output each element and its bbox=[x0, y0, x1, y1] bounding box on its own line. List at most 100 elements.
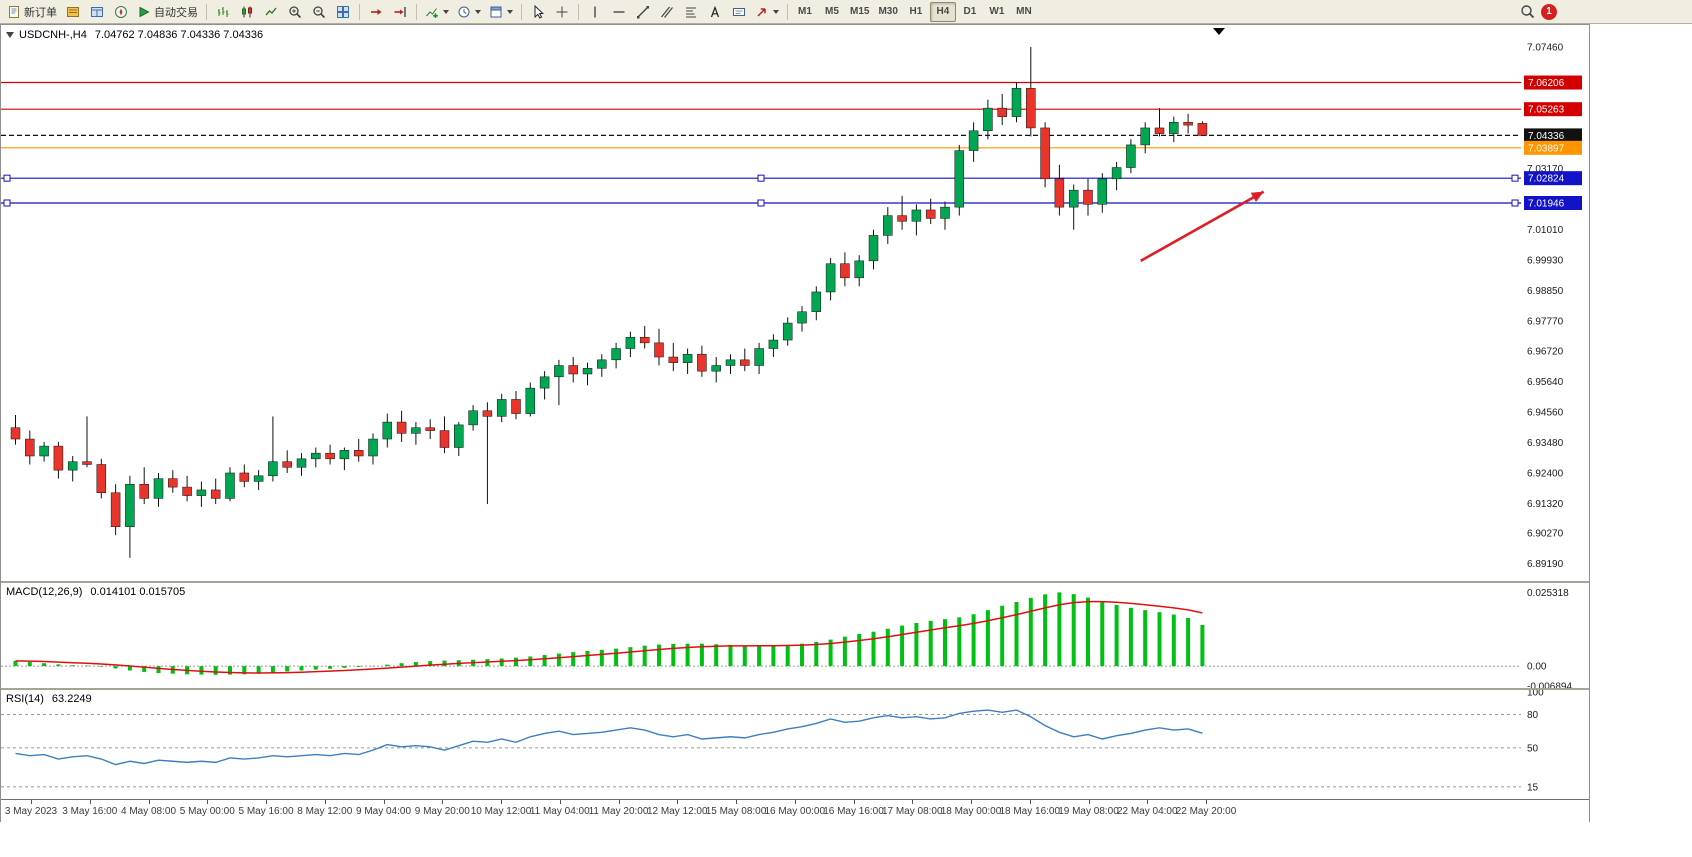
tile-windows-button[interactable] bbox=[331, 2, 355, 22]
indicators-dropdown[interactable] bbox=[421, 2, 453, 22]
dropdown-caret-icon bbox=[507, 9, 513, 14]
fibonacci-tool-button[interactable] bbox=[679, 2, 703, 22]
timeframe-m15[interactable]: M15 bbox=[850, 6, 870, 17]
rsi-label: RSI(14) 63.2249 bbox=[6, 693, 92, 705]
vertical-line-tool-button[interactable] bbox=[583, 2, 607, 22]
timeframe-m1[interactable]: M1 bbox=[798, 6, 812, 17]
cursor-tool-button[interactable] bbox=[526, 2, 550, 22]
timeframe-mn[interactable]: MN bbox=[1016, 6, 1032, 17]
notification-badge[interactable]: 1 bbox=[1541, 3, 1557, 20]
time-tick bbox=[559, 800, 561, 804]
line-chart-icon bbox=[265, 7, 277, 15]
symbol-period: USDCNH-,H4 bbox=[19, 29, 87, 41]
time-axis[interactable]: 3 May 2023 3 May 16:00 4 May 08:00 5 May 00… bbox=[1, 800, 1589, 822]
template-icon bbox=[490, 6, 502, 17]
chart-window[interactable]: 7.07460 7.03170 7.01010 6.99930 6.98850 6.977… bbox=[0, 24, 1590, 822]
vertical-line-icon bbox=[594, 6, 596, 17]
time-tick bbox=[207, 800, 209, 804]
timeframe-d1[interactable]: D1 bbox=[963, 6, 977, 17]
data-window-button[interactable] bbox=[85, 2, 109, 22]
time-label: 3 May 2023 bbox=[4, 806, 58, 817]
toolbar-separator bbox=[787, 3, 788, 20]
timeframe-w1[interactable]: W1 bbox=[989, 6, 1005, 17]
svg-text:7.01010: 7.01010 bbox=[1527, 225, 1564, 236]
rsi-line bbox=[15, 709, 1203, 766]
line-chart-mode-button[interactable] bbox=[259, 2, 283, 22]
crosshair-tool-button[interactable] bbox=[550, 2, 574, 22]
svg-text:6.93480: 6.93480 bbox=[1527, 438, 1564, 449]
timeframe-m30[interactable]: M30 bbox=[878, 6, 898, 17]
price-badge bbox=[1524, 102, 1582, 117]
svg-text:7.04336: 7.04336 bbox=[1528, 131, 1565, 142]
timeframe-m5[interactable]: M5 bbox=[825, 6, 839, 17]
svg-text:7.03897: 7.03897 bbox=[1528, 143, 1565, 154]
data-window-icon bbox=[91, 6, 103, 17]
horizontal-line-tool-button[interactable] bbox=[607, 2, 631, 22]
line-handle[interactable] bbox=[757, 174, 765, 182]
tile-windows-icon bbox=[337, 5, 349, 18]
svg-text:6.98850: 6.98850 bbox=[1527, 286, 1564, 297]
svg-text:7.06206: 7.06206 bbox=[1528, 78, 1565, 89]
time-label: 16 May 00:00 bbox=[764, 806, 826, 817]
macd-histogram bbox=[13, 592, 1205, 675]
text-tool-button[interactable] bbox=[703, 2, 727, 22]
chart-shift-marker[interactable] bbox=[1213, 28, 1225, 35]
ohlc-values: 7.04762 7.04836 7.04336 7.04336 bbox=[94, 29, 264, 41]
timeframe-h4[interactable]: H4 bbox=[929, 1, 956, 22]
periods-dropdown[interactable] bbox=[453, 2, 485, 22]
svg-text:6.89190: 6.89190 bbox=[1527, 559, 1564, 570]
trendline-tool-button[interactable] bbox=[631, 2, 655, 22]
one-click-trading-arrow-icon[interactable] bbox=[6, 32, 14, 38]
trend-arrow-annotation[interactable] bbox=[1140, 190, 1265, 262]
navigator-button[interactable] bbox=[109, 2, 133, 22]
line-handle[interactable] bbox=[1511, 199, 1519, 207]
search-button[interactable] bbox=[1515, 2, 1539, 22]
line-handle[interactable] bbox=[3, 199, 11, 207]
templates-dropdown[interactable] bbox=[485, 2, 517, 22]
time-label: 18 May 16:00 bbox=[999, 806, 1061, 817]
chart-title: USDCNH-,H4 7.04762 7.04836 7.04336 7.043… bbox=[6, 29, 263, 41]
pane-splitter[interactable] bbox=[1, 688, 1589, 690]
svg-text:50: 50 bbox=[1527, 743, 1539, 754]
svg-text:80: 80 bbox=[1527, 710, 1539, 721]
macd-pane[interactable]: 0.025318 0.00 -0.006894 bbox=[1, 583, 1589, 688]
market-watch-button[interactable] bbox=[61, 2, 85, 22]
toolbar-separator bbox=[359, 3, 360, 20]
new-order-icon bbox=[9, 5, 19, 18]
line-handle[interactable] bbox=[1511, 174, 1519, 182]
svg-text:0.025318: 0.025318 bbox=[1527, 588, 1569, 599]
candlestick-mode-button[interactable] bbox=[235, 2, 259, 22]
zoom-out-button[interactable] bbox=[307, 2, 331, 22]
channel-tool-button[interactable] bbox=[655, 2, 679, 22]
fibonacci-icon bbox=[686, 7, 696, 17]
time-label: 12 May 12:00 bbox=[646, 806, 708, 817]
time-tick bbox=[383, 800, 385, 804]
pane-splitter[interactable] bbox=[1, 581, 1589, 583]
bar-chart-mode-button[interactable] bbox=[211, 2, 235, 22]
dropdown-caret-icon bbox=[773, 9, 779, 14]
zoom-in-button[interactable] bbox=[283, 2, 307, 22]
time-label: 18 May 00:00 bbox=[940, 806, 1002, 817]
rsi-pane[interactable]: 100 80 50 15 bbox=[1, 690, 1589, 798]
text-icon bbox=[710, 5, 720, 17]
trendline-icon bbox=[637, 5, 649, 18]
svg-text:100: 100 bbox=[1527, 690, 1544, 699]
auto-scroll-button[interactable] bbox=[364, 2, 388, 22]
timeframe-h1[interactable]: H1 bbox=[909, 6, 923, 17]
dropdown-caret-icon bbox=[475, 9, 481, 14]
toolbar-separator bbox=[416, 3, 417, 20]
line-handle[interactable] bbox=[3, 174, 11, 182]
new-order-button[interactable]: 新订单 bbox=[3, 2, 61, 22]
svg-text:-0.006894: -0.006894 bbox=[1527, 682, 1572, 688]
arrows-dropdown[interactable] bbox=[751, 2, 783, 22]
autotrading-button[interactable]: 自动交易 bbox=[133, 2, 202, 22]
main-chart-pane[interactable]: 7.07460 7.03170 7.01010 6.99930 6.98850 6.977… bbox=[1, 25, 1589, 581]
autotrading-label: 自动交易 bbox=[154, 6, 198, 19]
time-tick bbox=[324, 800, 326, 804]
time-label: 11 May 20:00 bbox=[588, 806, 649, 817]
time-label: 11 May 04:00 bbox=[529, 806, 590, 817]
chart-shift-button[interactable] bbox=[388, 2, 412, 22]
arrow-symbol-icon bbox=[757, 7, 766, 17]
line-handle[interactable] bbox=[757, 199, 765, 207]
text-label-tool-button[interactable] bbox=[727, 2, 751, 22]
